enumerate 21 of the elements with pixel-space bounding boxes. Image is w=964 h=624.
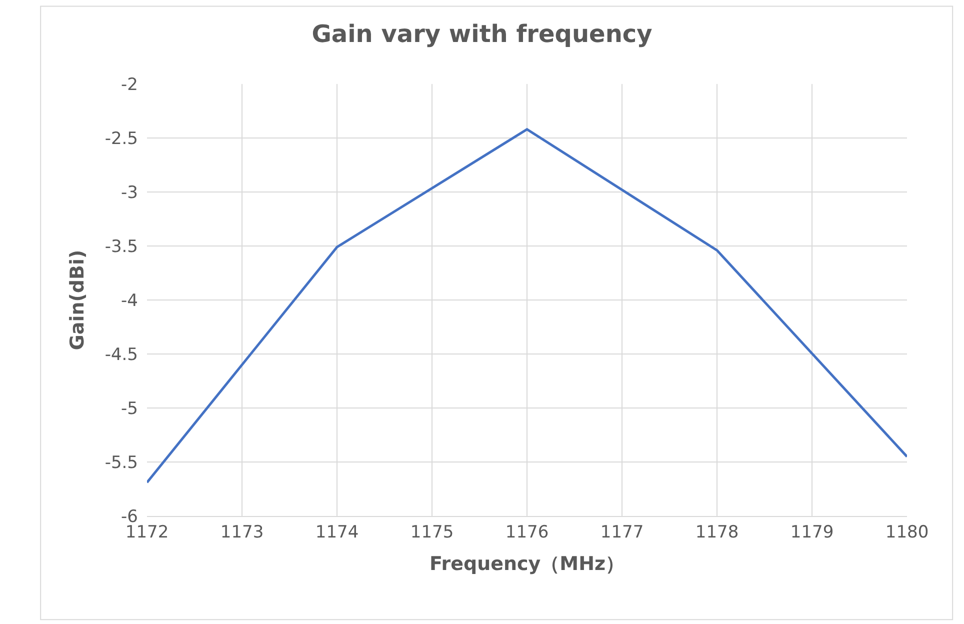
y-tick-label: -2.5	[104, 128, 138, 149]
x-tick-label: 1177	[600, 522, 644, 542]
y-tick-label: -3.5	[104, 236, 138, 257]
x-tick-label: 1174	[315, 522, 359, 542]
x-tick-label: 1178	[695, 522, 739, 542]
y-tick-label: -4.5	[104, 344, 138, 365]
y-tick-label: -3	[121, 182, 138, 203]
chart-title: Gain vary with frequency	[312, 20, 653, 48]
x-axis-title: Frequency（MHz）	[429, 553, 625, 576]
x-tick-label: 1179	[790, 522, 834, 542]
x-tick-label: 1176	[505, 522, 549, 542]
line-series	[147, 128, 907, 484]
x-tick-label: 1180	[885, 522, 929, 542]
x-tick-label: 1172	[125, 522, 169, 542]
y-axis-title: Gain(dBi)	[66, 250, 89, 350]
x-tick-label: 1175	[410, 522, 454, 542]
y-tick-label: -5	[121, 398, 138, 419]
y-tick-label: -5.5	[104, 452, 138, 473]
x-tick-label: 1173	[220, 522, 264, 542]
y-tick-label: -4	[121, 290, 138, 311]
y-tick-label: -2	[121, 74, 138, 95]
